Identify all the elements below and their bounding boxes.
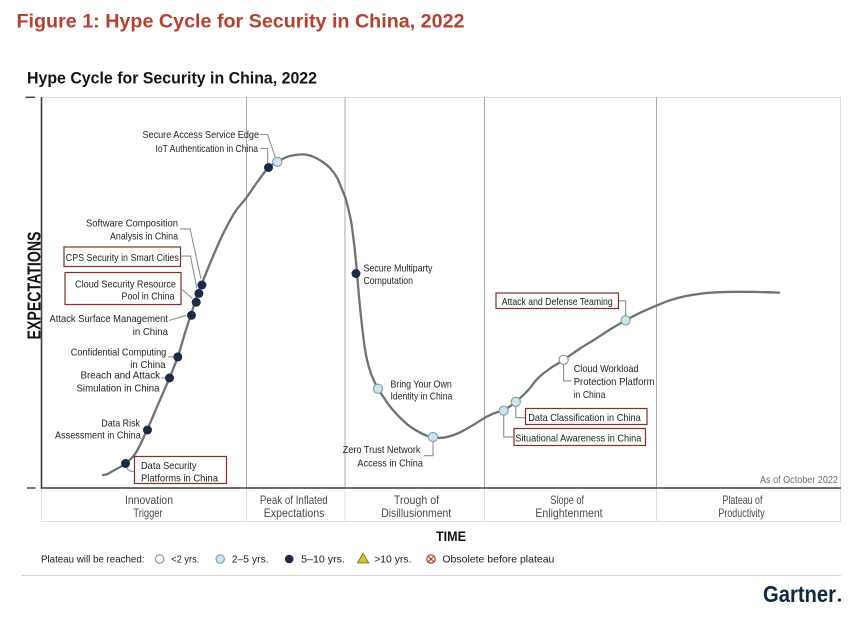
svg-text:Analysis in China: Analysis in China (110, 231, 178, 243)
svg-text:Enlightenment: Enlightenment (535, 506, 603, 520)
svg-text:Figure 1: Hype Cycle for Secur: Figure 1: Hype Cycle for Security in Chi… (17, 11, 465, 33)
svg-text:Identity in China: Identity in China (391, 390, 453, 402)
svg-text:Disillusionment: Disillusionment (381, 506, 452, 520)
svg-text:Attack Surface Management: Attack Surface Management (50, 313, 169, 325)
svg-text:in China: in China (133, 326, 168, 338)
svg-text:CPS Security in Smart Cities: CPS Security in Smart Cities (66, 252, 179, 264)
svg-text:Attack and Defense Teaming: Attack and Defense Teaming (502, 296, 613, 308)
svg-text:in China: in China (574, 389, 606, 401)
svg-text:Plateau will be reached:: Plateau will be reached: (41, 553, 145, 565)
svg-text:Secure Access Service Edge: Secure Access Service Edge (143, 129, 260, 141)
svg-text:Pool in China: Pool in China (122, 290, 175, 302)
svg-text:in China: in China (130, 359, 165, 371)
svg-text:Software Composition: Software Composition (86, 218, 178, 230)
svg-text:<2 yrs.: <2 yrs. (171, 553, 199, 565)
svg-text:Situational Awareness in China: Situational Awareness in China (515, 433, 641, 445)
svg-text:Assessment in China: Assessment in China (55, 429, 141, 441)
svg-text:TIME: TIME (436, 529, 466, 544)
svg-text:EXPECTATIONS: EXPECTATIONS (25, 232, 45, 340)
svg-text:As of October 2022: As of October 2022 (760, 475, 838, 486)
svg-text:Peak of Inflated: Peak of Inflated (260, 493, 328, 507)
svg-text:Simulation in China: Simulation in China (77, 383, 160, 395)
svg-text:Gartner: Gartner (763, 581, 836, 607)
svg-text:Trigger: Trigger (133, 506, 162, 520)
svg-text:Confidential Computing: Confidential Computing (71, 347, 167, 359)
svg-text:Data Risk: Data Risk (101, 417, 140, 429)
svg-text:Data Classification in China: Data Classification in China (528, 412, 641, 424)
svg-text:Expectations: Expectations (264, 506, 325, 520)
svg-text:Plateau of: Plateau of (723, 493, 763, 507)
svg-text:Trough of: Trough of (394, 493, 440, 507)
svg-text:>10 yrs.: >10 yrs. (374, 553, 411, 565)
svg-text:Bring Your Own: Bring Your Own (391, 378, 452, 390)
svg-text:Innovation: Innovation (125, 493, 173, 507)
svg-text:Access in China: Access in China (357, 458, 423, 470)
svg-text:Computation: Computation (364, 275, 414, 287)
svg-text:Protection Platform: Protection Platform (574, 376, 655, 388)
svg-text:2–5 yrs.: 2–5 yrs. (232, 553, 269, 565)
svg-text:Obsolete before plateau: Obsolete before plateau (442, 553, 554, 565)
svg-text:5–10 yrs.: 5–10 yrs. (301, 553, 345, 565)
svg-text:Cloud Workload: Cloud Workload (574, 363, 639, 375)
svg-text:Zero Trust Network: Zero Trust Network (343, 444, 421, 456)
svg-text:Cloud Security Resource: Cloud Security Resource (75, 278, 176, 290)
svg-text:Slope of: Slope of (550, 493, 584, 507)
svg-text:Productivity: Productivity (718, 506, 764, 520)
svg-text:Hype Cycle for Security in Chi: Hype Cycle for Security in China, 2022 (27, 70, 317, 88)
svg-text:Breach and Attack: Breach and Attack (81, 370, 161, 382)
svg-text:Data Security: Data Security (141, 460, 197, 472)
svg-text:Platforms in China: Platforms in China (141, 473, 218, 485)
svg-text:Secure Multiparty: Secure Multiparty (364, 262, 434, 274)
svg-text:IoT Authentication in China: IoT Authentication in China (156, 143, 259, 155)
